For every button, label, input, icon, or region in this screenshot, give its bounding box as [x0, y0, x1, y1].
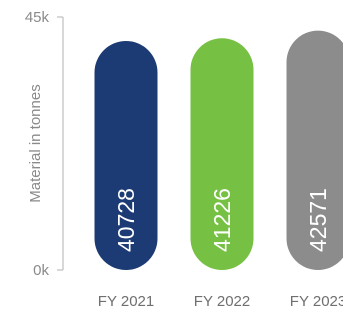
y-tick-label: 45k — [25, 9, 50, 26]
bar-value-label: 41226 — [209, 188, 235, 252]
bar-value-label: 42571 — [305, 188, 331, 252]
x-category-label: FY 2022 — [194, 293, 250, 310]
x-category-label: FY 2021 — [98, 293, 154, 310]
bar-value-label: 40728 — [113, 188, 139, 252]
x-category-label: FY 2023 — [290, 293, 343, 310]
y-tick-label: 0k — [33, 262, 49, 279]
y-axis-label: Material in tonnes — [27, 84, 44, 202]
